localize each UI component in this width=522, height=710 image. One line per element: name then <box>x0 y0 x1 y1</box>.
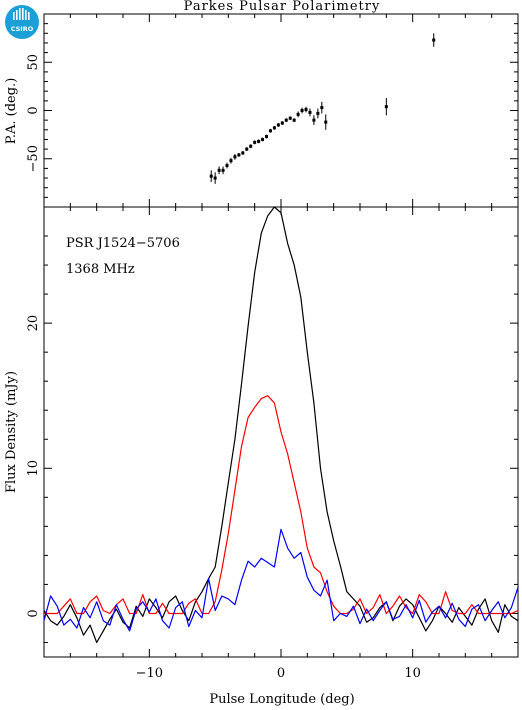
flux-xtick-labels: −10 0 10 <box>136 666 421 681</box>
logo-bar <box>22 8 24 20</box>
csiro-logo-text: CSIRO <box>11 25 34 33</box>
pa-point <box>276 123 280 127</box>
pa-point <box>257 139 261 143</box>
pa-point <box>265 135 269 139</box>
pa-point <box>292 118 296 122</box>
pa-ylabel: P.A. (deg.) <box>4 78 19 145</box>
pa-point <box>296 112 300 116</box>
pa-panel-frame <box>43 13 519 208</box>
pa-point <box>304 108 308 112</box>
pa-point <box>237 153 241 157</box>
pa-point <box>312 118 316 122</box>
chart-title: Parkes Pulsar Polarimetry <box>184 0 381 14</box>
pa-point <box>272 126 276 130</box>
flux-ytick-labels: 0 10 20 <box>26 315 41 618</box>
flux-ytick-label: 20 <box>26 315 41 332</box>
pa-point <box>320 106 324 110</box>
pa-ytick-label: 50 <box>26 54 41 71</box>
pa-point <box>213 176 217 180</box>
logo-bar <box>25 10 27 20</box>
pa-point <box>280 121 284 125</box>
flux-panel: 0 10 20 −10 0 10 PSR J1524−5706 1368 MHz Flu… <box>4 206 519 707</box>
pa-point <box>300 109 304 112</box>
csiro-logo-bars <box>13 8 30 20</box>
pa-axis-ticks <box>43 13 519 208</box>
logo-bar <box>13 12 15 20</box>
pa-ytick-label: −50 <box>26 145 41 172</box>
pa-point <box>253 140 257 144</box>
logo-bar <box>28 12 30 20</box>
flux-xtick-label: −10 <box>136 666 163 681</box>
logo-bar <box>16 10 18 20</box>
pa-ytick-label: 0 <box>26 106 41 114</box>
pa-point <box>221 168 225 172</box>
pa-point <box>225 164 229 168</box>
pa-panel: −50 0 50 P.A. (deg.) <box>4 13 519 208</box>
pa-point <box>288 116 292 120</box>
flux-xtick-label: 10 <box>404 666 421 681</box>
pa-point <box>209 174 213 178</box>
flux-xtick-label: 0 <box>277 666 285 681</box>
flux-series-linear <box>44 395 519 615</box>
flux-ytick-label: 10 <box>26 460 41 477</box>
pa-point <box>249 144 253 148</box>
logo-bar <box>19 8 21 20</box>
pa-point <box>316 111 320 115</box>
pa-point <box>308 110 312 114</box>
pa-point <box>217 168 221 172</box>
pa-points <box>209 33 436 184</box>
pa-point <box>432 38 436 42</box>
pa-point <box>233 155 237 159</box>
pa-ytick-labels: −50 0 50 <box>26 54 41 172</box>
pa-point <box>268 129 272 133</box>
frequency-label: 1368 MHz <box>66 262 135 277</box>
flux-series <box>43 206 519 644</box>
csiro-logo: CSIRO <box>5 5 39 39</box>
pa-point <box>284 118 288 122</box>
pa-point <box>261 137 265 141</box>
pa-point <box>324 120 328 124</box>
flux-series-circular <box>43 528 519 632</box>
pa-point <box>241 151 245 155</box>
pa-point <box>245 147 249 151</box>
pa-point <box>229 159 233 163</box>
pa-point <box>384 105 388 109</box>
flux-xlabel: Pulse Longitude (deg) <box>209 692 354 707</box>
flux-ytick-label: 0 <box>26 609 41 617</box>
flux-ylabel: Flux Density (mJy) <box>4 371 19 493</box>
psr-name-label: PSR J1524−5706 <box>66 236 180 251</box>
